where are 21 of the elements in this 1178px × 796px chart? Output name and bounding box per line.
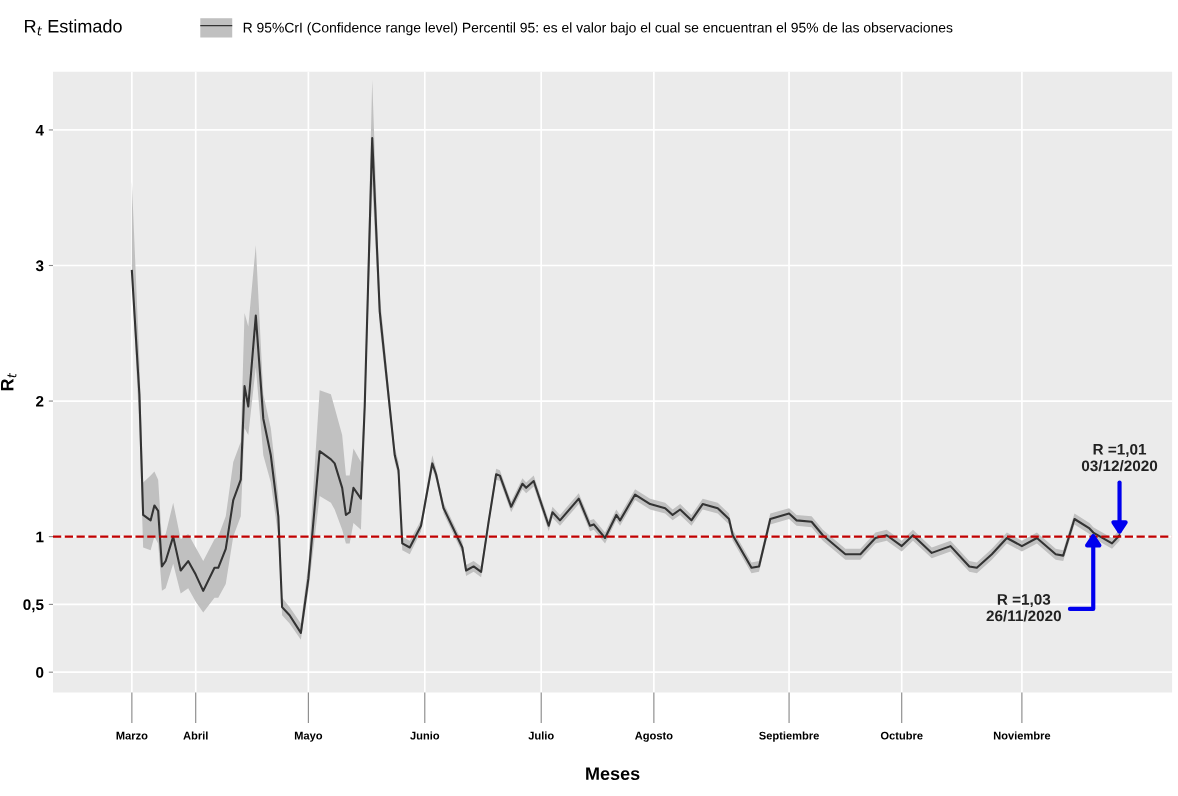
x-tick-label: Septiembre — [759, 731, 819, 742]
x-tick-label: Agosto — [635, 731, 673, 742]
y-tick-label: 0,5 — [23, 599, 44, 613]
y-tick-label: 3 — [35, 260, 44, 272]
x-tick-label: Mayo — [294, 731, 323, 742]
annotation: R =1,03 26/11/2020 — [986, 594, 1061, 622]
x-tick-label: Julio — [528, 731, 554, 740]
legend-label: R 95%CrI (Confidence range level) Percentil 95: es el valor bajo el cual se encuentran el 95% de las observaciones — [243, 22, 953, 36]
x-tick-label: Octubre — [880, 731, 923, 740]
y-axis-title: R$_{t}$ — [0, 372, 17, 391]
x-tick-label: Marzo — [116, 731, 148, 740]
y-tick-label: 0 — [36, 667, 44, 678]
x-tick-label: Junio — [410, 731, 440, 740]
y-tick-label: 4 — [35, 124, 44, 136]
x-tick-label: Abril — [183, 731, 208, 740]
x-tick-label: Noviembre — [993, 731, 1051, 740]
legend-title: R$_{t}$ Estimado — [25, 19, 122, 36]
y-tick-label: 2 — [36, 395, 44, 407]
x-axis-title: Meses — [586, 767, 640, 781]
annotation: R =1,01 03/12/2020 — [1081, 443, 1158, 472]
y-tick-label: 1 — [36, 531, 44, 543]
